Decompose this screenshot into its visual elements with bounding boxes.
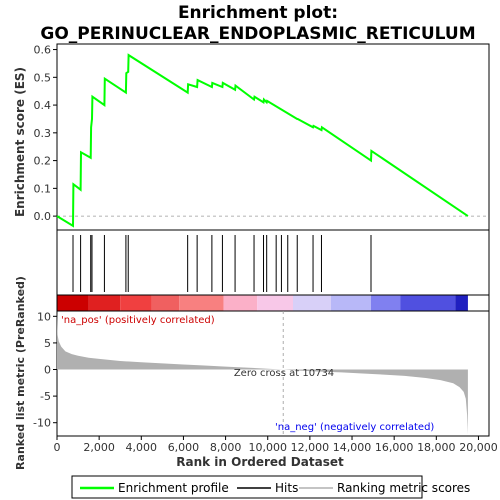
heat-segment: [455, 295, 468, 311]
rank-x-axis: 0 2,000 4,000 6,000 8,000 10,000 12,000 14,000 1…: [54, 436, 498, 454]
metric-y-tick-label: 0: [44, 364, 51, 377]
metric-y-tick-label: 5: [44, 337, 51, 350]
metric-y-axis: 10 5 0 -5 -10: [33, 310, 57, 430]
x-tick-label: 10,000: [248, 441, 287, 454]
heat-segment: [151, 295, 180, 311]
heat-segment: [223, 295, 258, 311]
legend-frame: [71, 475, 423, 499]
x-tick-label: 16,000: [375, 441, 414, 454]
chart-title-line1: Enrichment plot:: [178, 3, 338, 23]
ranking-metric-area: [57, 311, 468, 436]
heat-segment: [57, 295, 89, 311]
x-tick-label: 0: [54, 441, 61, 454]
ranking-metric-fill: [57, 311, 468, 435]
x-tick-label: 2,000: [83, 441, 115, 454]
heat-segment: [179, 295, 224, 311]
legend-hits-label: Hits: [275, 481, 298, 495]
heat-segment: [330, 295, 371, 311]
legend-enrichment-label: Enrichment profile: [118, 481, 229, 495]
enrichment-profile-line: [56, 53, 469, 228]
na-neg-label: 'na_neg' (negatively correlated): [275, 422, 434, 433]
na-pos-label: 'na_pos' (positively correlated): [61, 315, 215, 326]
legend-metric-label: Ranking metric scores: [337, 481, 470, 495]
es-panel-frame: [56, 43, 490, 231]
zero-cross-label: Zero cross at 10734: [234, 368, 334, 379]
heat-segment: [120, 295, 152, 311]
es-y-tick-label: 0.1: [34, 182, 52, 195]
x-tick-label: 8,000: [210, 441, 242, 454]
heat-segment: [257, 295, 294, 311]
x-tick-label: 20,000: [459, 441, 498, 454]
metric-y-tick-label: -5: [40, 390, 51, 403]
x-tick-label: 6,000: [168, 441, 200, 454]
x-tick-label: 12,000: [291, 441, 330, 454]
es-y-tick-label: 0.3: [34, 127, 52, 140]
metric-y-tick-label: 10: [37, 310, 51, 323]
heat-segment: [370, 295, 401, 311]
rank-heat-bar: [56, 294, 490, 312]
x-axis-label: Rank in Ordered Dataset: [176, 455, 344, 469]
heat-segment: [293, 295, 331, 311]
es-y-tick-label: 0.0: [34, 210, 52, 223]
es-y-tick-label: 0.5: [34, 71, 52, 84]
hits-markers: [72, 235, 372, 292]
heat-segment: [400, 295, 456, 311]
heat-segment: [88, 295, 121, 311]
metric-y-label: Ranked list metric (PreRanked): [14, 276, 27, 470]
legend: Enrichment profile Hits Ranking metric s…: [71, 475, 470, 499]
x-tick-label: 4,000: [126, 441, 158, 454]
hits-panel-frame: [56, 229, 490, 296]
es-y-tick-label: 0.4: [34, 99, 52, 112]
metric-y-tick-label: -10: [33, 417, 51, 430]
x-tick-label: 14,000: [333, 441, 372, 454]
es-y-tick-label: 0.6: [34, 44, 52, 57]
x-tick-label: 18,000: [417, 441, 456, 454]
es-y-tick-label: 0.2: [34, 155, 52, 168]
chart-title-line2: GO_PERINUCLEAR_ENDOPLASMIC_RETICULUM: [40, 24, 475, 44]
enrichment-profile-path: [56, 53, 469, 228]
es-y-label: Enrichment score (ES): [13, 67, 27, 217]
es-y-axis: 0.0 0.1 0.2 0.3 0.4 0.5 0.6: [34, 44, 489, 223]
